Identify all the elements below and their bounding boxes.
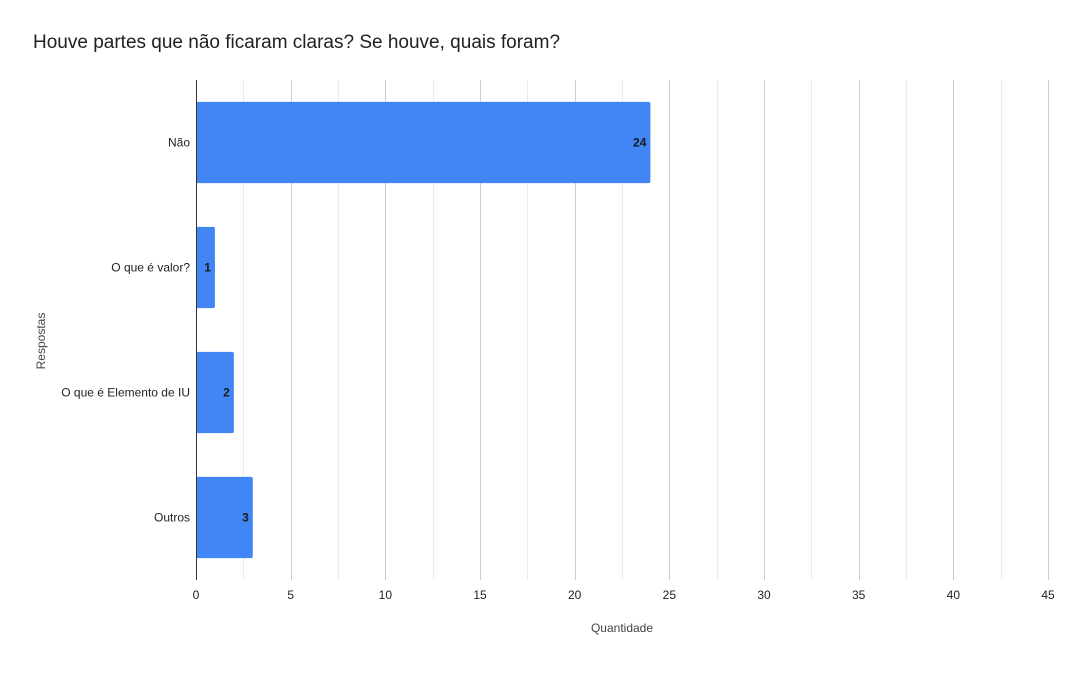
bar-data-label: 3 (242, 511, 249, 525)
y-category-label: Não (168, 136, 190, 150)
bar-data-label: 24 (633, 136, 647, 150)
x-axis-title: Quantidade (591, 621, 653, 635)
y-category-label: O que é valor? (111, 261, 190, 275)
axis-group: 0 5 10 15 20 25 30 35 40 45 Não O que é valor? O que… (61, 80, 1055, 602)
bar (196, 101, 651, 184)
x-tick-label: 40 (947, 588, 961, 602)
x-tick-label: 35 (852, 588, 866, 602)
x-tick-label: 45 (1041, 588, 1055, 602)
y-category-label: O que é Elemento de IU (61, 386, 190, 400)
x-tick-label: 0 (193, 588, 200, 602)
x-tick-label: 10 (379, 588, 393, 602)
x-tick-label: 15 (473, 588, 487, 602)
bar-data-label: 1 (204, 261, 211, 275)
bars-group: 24 1 2 3 (196, 101, 651, 559)
bar-data-label: 2 (223, 386, 230, 400)
x-tick-label: 25 (663, 588, 677, 602)
bar (196, 226, 215, 309)
bar (196, 476, 253, 559)
bar (196, 351, 234, 434)
chart-title: Houve partes que não ficaram claras? Se … (33, 32, 561, 53)
y-axis-title: Respostas (34, 313, 48, 370)
y-category-label: Outros (154, 511, 190, 525)
x-tick-label: 20 (568, 588, 582, 602)
x-tick-label: 5 (287, 588, 294, 602)
x-tick-label: 30 (757, 588, 771, 602)
